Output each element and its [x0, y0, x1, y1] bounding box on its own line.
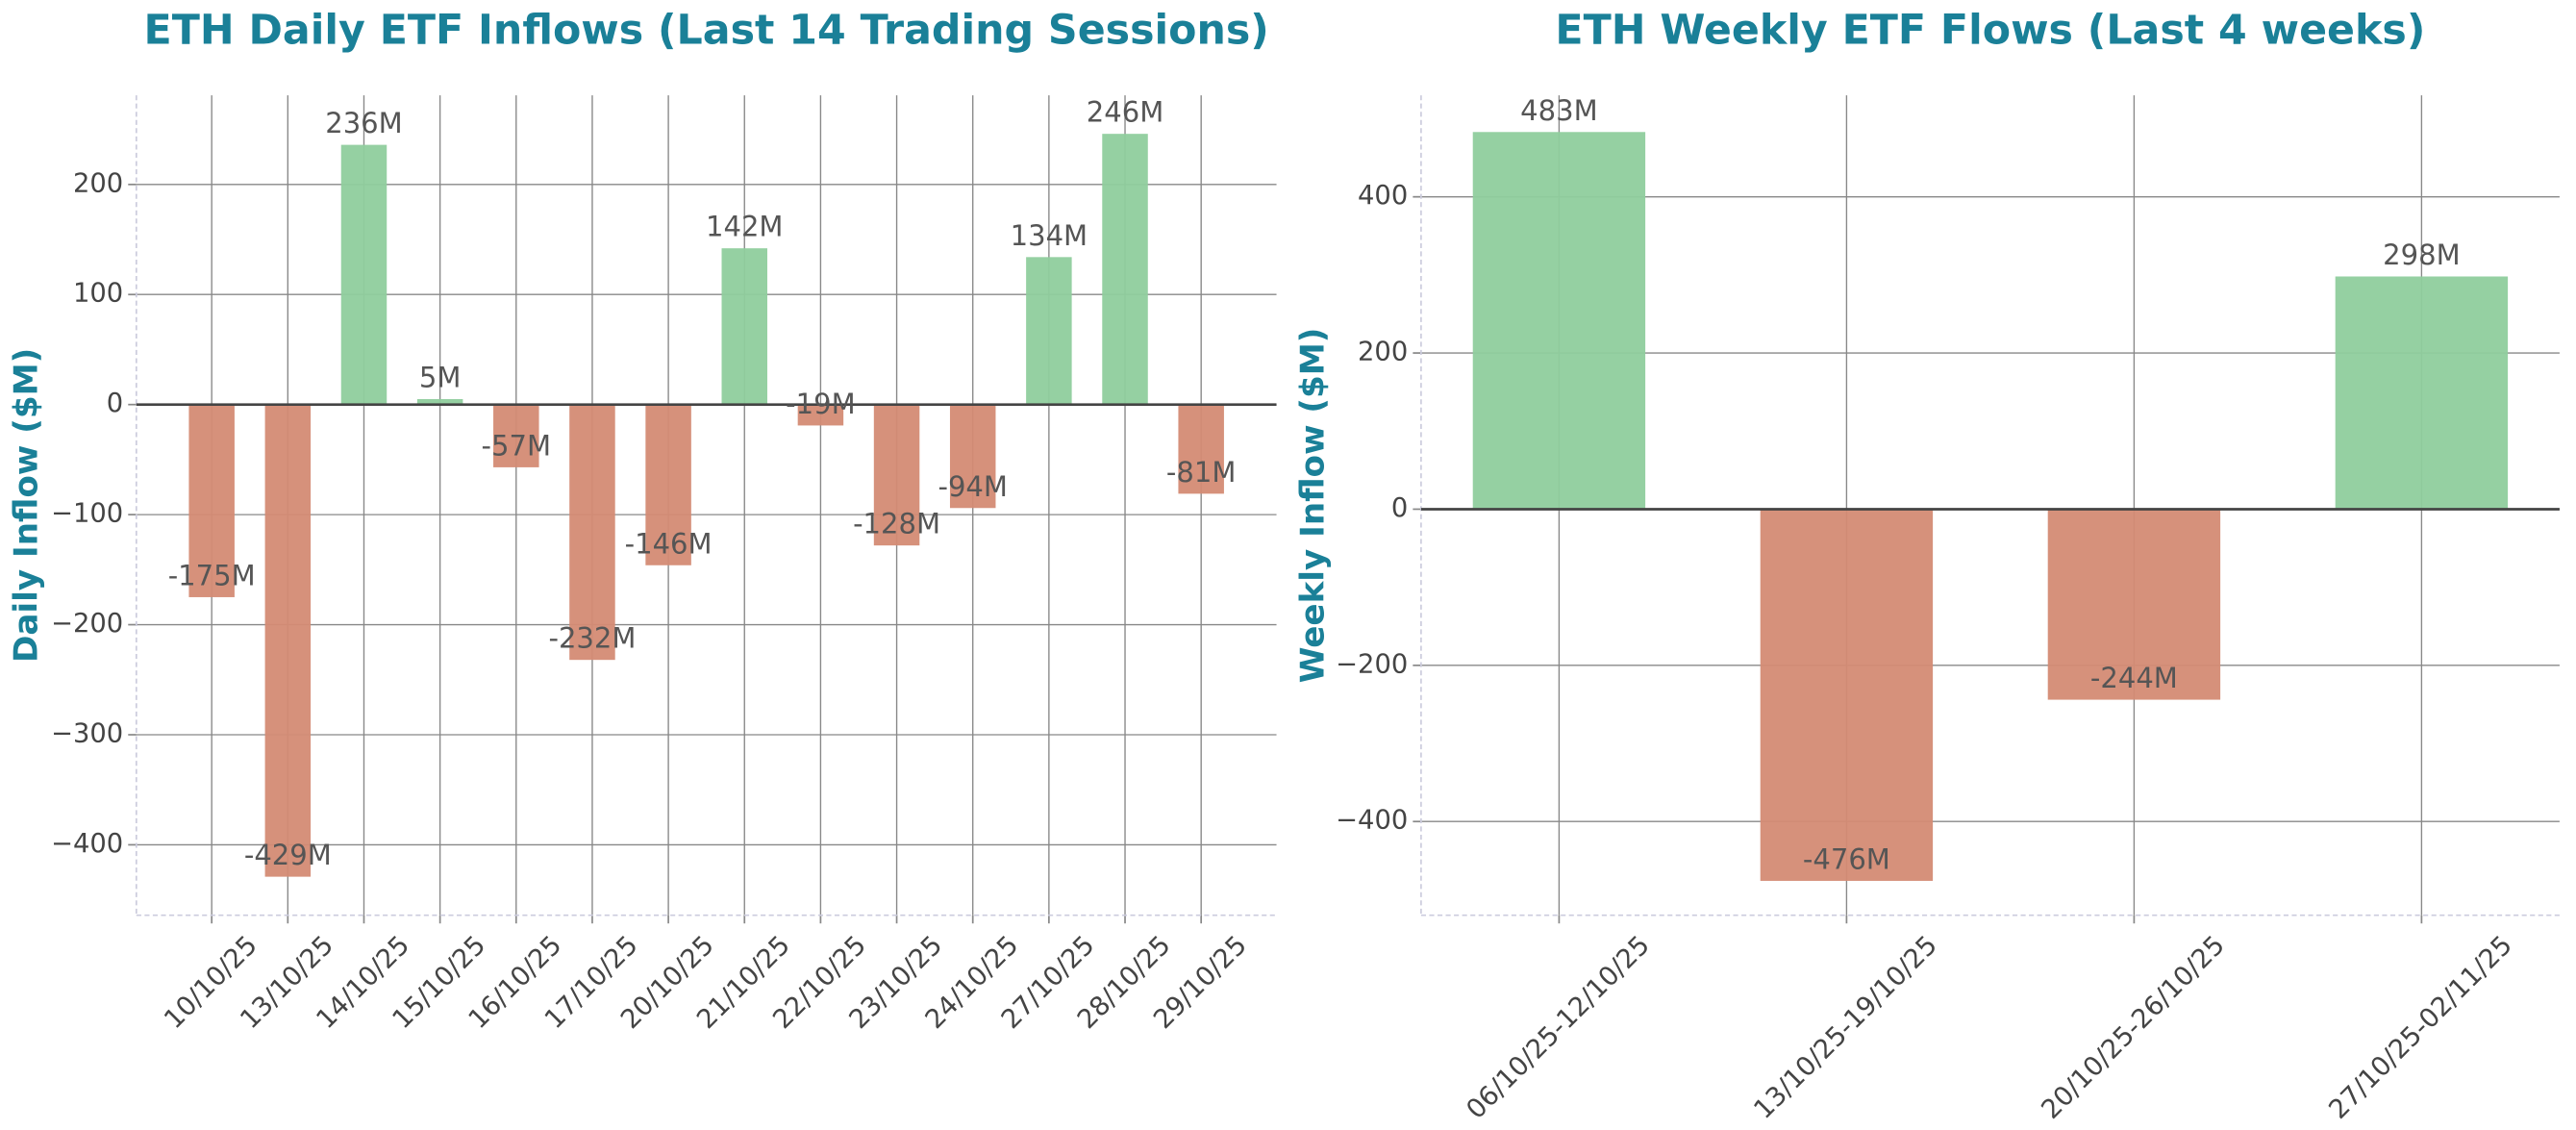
- value-label: 298M: [2383, 239, 2460, 271]
- value-label: 142M: [706, 211, 783, 243]
- value-label: 246M: [1087, 96, 1163, 129]
- bar: [416, 398, 463, 405]
- y-tick-label: 0: [107, 389, 123, 418]
- bar: [1178, 404, 1224, 494]
- bar: [188, 404, 235, 597]
- y-axis-label: Daily Inflow ($M): [8, 348, 46, 663]
- x-tick-label: 27/10/25-02/11/25: [2323, 930, 2517, 1124]
- bar: [1472, 132, 1646, 510]
- bar: [873, 404, 920, 546]
- bar: [797, 404, 844, 426]
- bar: [2335, 276, 2509, 510]
- bar: [569, 404, 615, 661]
- y-tick-label: −200: [1336, 649, 1408, 679]
- value-label: 5M: [419, 361, 462, 393]
- bar: [1102, 134, 1148, 405]
- value-label: -232M: [548, 622, 636, 655]
- x-tick-label: 06/10/25-12/10/25: [1461, 930, 1655, 1124]
- value-label: -429M: [244, 839, 332, 871]
- value-label: 483M: [1520, 94, 1597, 127]
- x-tick-label: 20/10/25-26/10/25: [2036, 930, 2230, 1124]
- bar: [949, 404, 996, 509]
- value-label: -244M: [2090, 662, 2178, 694]
- y-tick-label: 200: [1358, 338, 1408, 367]
- bar: [645, 404, 691, 565]
- bar: [2047, 509, 2221, 700]
- chart-title: ETH Weekly ETF Flows (Last 4 weeks): [1555, 7, 2425, 55]
- bar: [493, 404, 539, 467]
- value-label: -19M: [786, 388, 855, 420]
- chart-title: ETH Daily ETF Inflows (Last 14 Trading S…: [144, 7, 1269, 55]
- bar: [1760, 509, 1934, 881]
- y-tick-label: −400: [1336, 806, 1408, 836]
- bar: [721, 248, 767, 405]
- y-tick-label: −400: [51, 829, 123, 859]
- value-label: -94M: [938, 470, 1007, 503]
- bar: [1026, 257, 1072, 405]
- value-label: -476M: [1803, 842, 1890, 875]
- y-tick-label: −100: [51, 499, 123, 529]
- y-axis-label: Weekly Inflow ($M): [1293, 328, 1332, 684]
- y-tick-label: 100: [73, 279, 123, 309]
- value-label: -81M: [1166, 456, 1236, 489]
- y-tick-label: −200: [51, 609, 123, 639]
- y-tick-label: 200: [73, 168, 123, 198]
- bar: [264, 404, 312, 877]
- value-label: -128M: [853, 508, 940, 540]
- value-label: -57M: [482, 429, 551, 462]
- y-tick-label: 0: [1391, 493, 1408, 523]
- value-label: 134M: [1011, 219, 1088, 252]
- y-tick-label: 400: [1358, 181, 1408, 211]
- value-label: 236M: [325, 107, 402, 139]
- bar: [340, 144, 388, 405]
- y-tick-label: −300: [51, 718, 123, 748]
- value-label: -175M: [168, 559, 256, 591]
- x-tick-label: 13/10/25-19/10/25: [1748, 930, 1942, 1124]
- value-label: -146M: [625, 527, 713, 560]
